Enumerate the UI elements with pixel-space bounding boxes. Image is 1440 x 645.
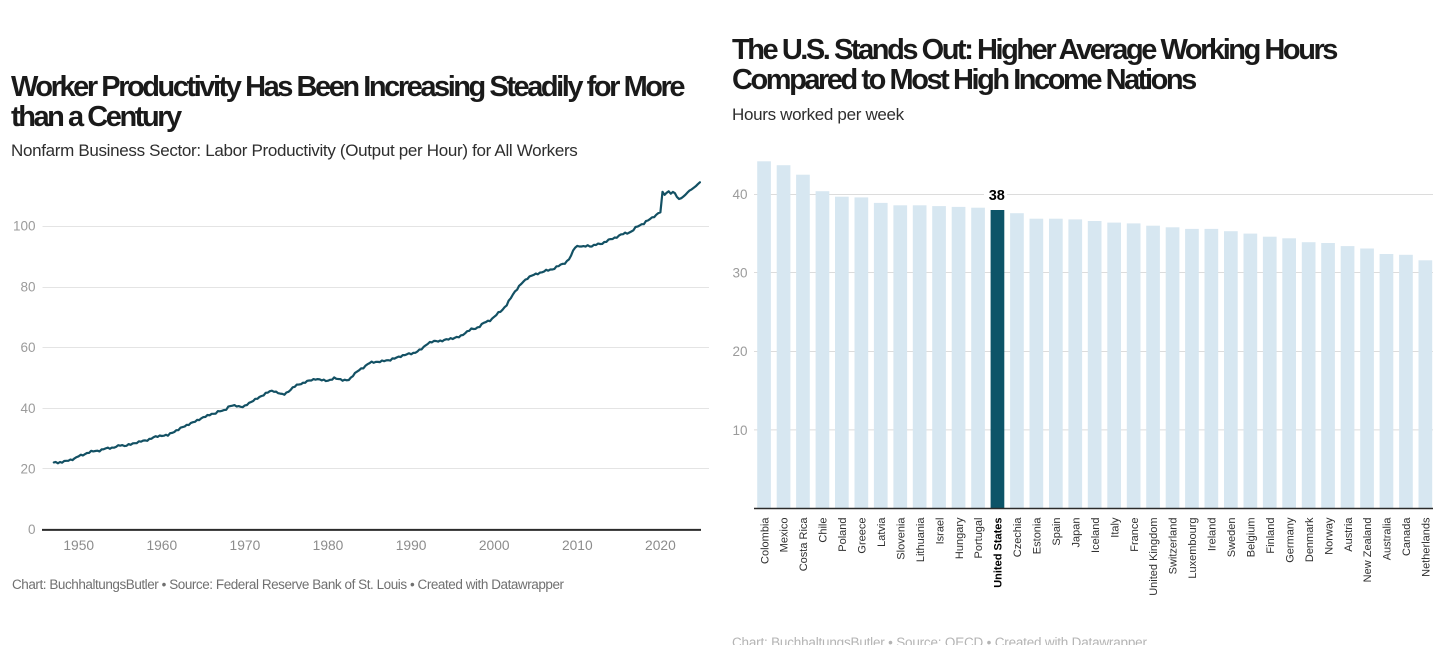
svg-text:Spain: Spain [1051,518,1063,546]
svg-text:80: 80 [20,279,35,294]
svg-text:Slovenia: Slovenia [895,517,907,560]
svg-text:Portugal: Portugal [973,518,985,559]
svg-text:Iceland: Iceland [1090,518,1102,553]
svg-text:Canada: Canada [1401,517,1413,556]
svg-text:Finland: Finland [1265,518,1277,554]
svg-text:Greece: Greece [857,518,869,554]
svg-text:38: 38 [989,188,1005,204]
svg-text:Costa Rica: Costa Rica [798,517,810,572]
svg-text:New Zealand: New Zealand [1362,518,1374,583]
svg-text:Czechia: Czechia [1012,517,1024,558]
svg-text:Italy: Italy [1109,517,1121,538]
svg-text:1950: 1950 [63,538,94,553]
svg-text:1990: 1990 [396,538,427,553]
svg-text:20: 20 [20,462,35,477]
svg-text:30: 30 [732,266,747,281]
svg-text:Poland: Poland [837,518,849,552]
svg-text:Australia: Australia [1382,517,1394,561]
svg-text:1960: 1960 [146,538,177,553]
svg-text:France: France [1129,518,1141,552]
svg-text:Estonia: Estonia [1032,517,1044,555]
svg-text:100: 100 [13,219,36,234]
svg-text:2020: 2020 [645,538,676,553]
svg-text:1980: 1980 [313,538,344,553]
svg-text:Germany: Germany [1284,517,1296,563]
svg-text:Chile: Chile [818,518,830,543]
svg-text:Lithuania: Lithuania [915,517,927,563]
svg-text:1970: 1970 [230,538,261,553]
svg-text:Luxembourg: Luxembourg [1187,518,1199,579]
svg-text:United Kingdom: United Kingdom [1148,518,1160,596]
svg-text:40: 40 [732,187,747,202]
svg-text:Ireland: Ireland [1207,518,1219,552]
svg-text:Austria: Austria [1343,517,1355,552]
svg-text:10: 10 [732,423,747,438]
svg-text:40: 40 [20,401,35,416]
svg-text:Denmark: Denmark [1304,517,1316,562]
svg-text:Japan: Japan [1071,518,1083,548]
svg-text:2010: 2010 [562,538,593,553]
svg-text:20: 20 [732,344,747,359]
svg-text:Norway: Norway [1323,517,1335,555]
svg-text:Latvia: Latvia [876,517,888,547]
svg-text:Hungary: Hungary [954,517,966,559]
svg-text:Colombia: Colombia [759,517,771,564]
svg-text:Israel: Israel [934,518,946,545]
svg-text:Switzerland: Switzerland [1168,518,1180,575]
svg-text:United States: United States [993,518,1005,588]
svg-text:Sweden: Sweden [1226,518,1238,558]
svg-text:Mexico: Mexico [779,518,791,553]
svg-text:2000: 2000 [479,538,510,553]
svg-text:Netherlands: Netherlands [1421,517,1433,577]
svg-text:Belgium: Belgium [1246,518,1258,558]
svg-text:60: 60 [20,340,35,355]
svg-text:0: 0 [28,522,36,537]
